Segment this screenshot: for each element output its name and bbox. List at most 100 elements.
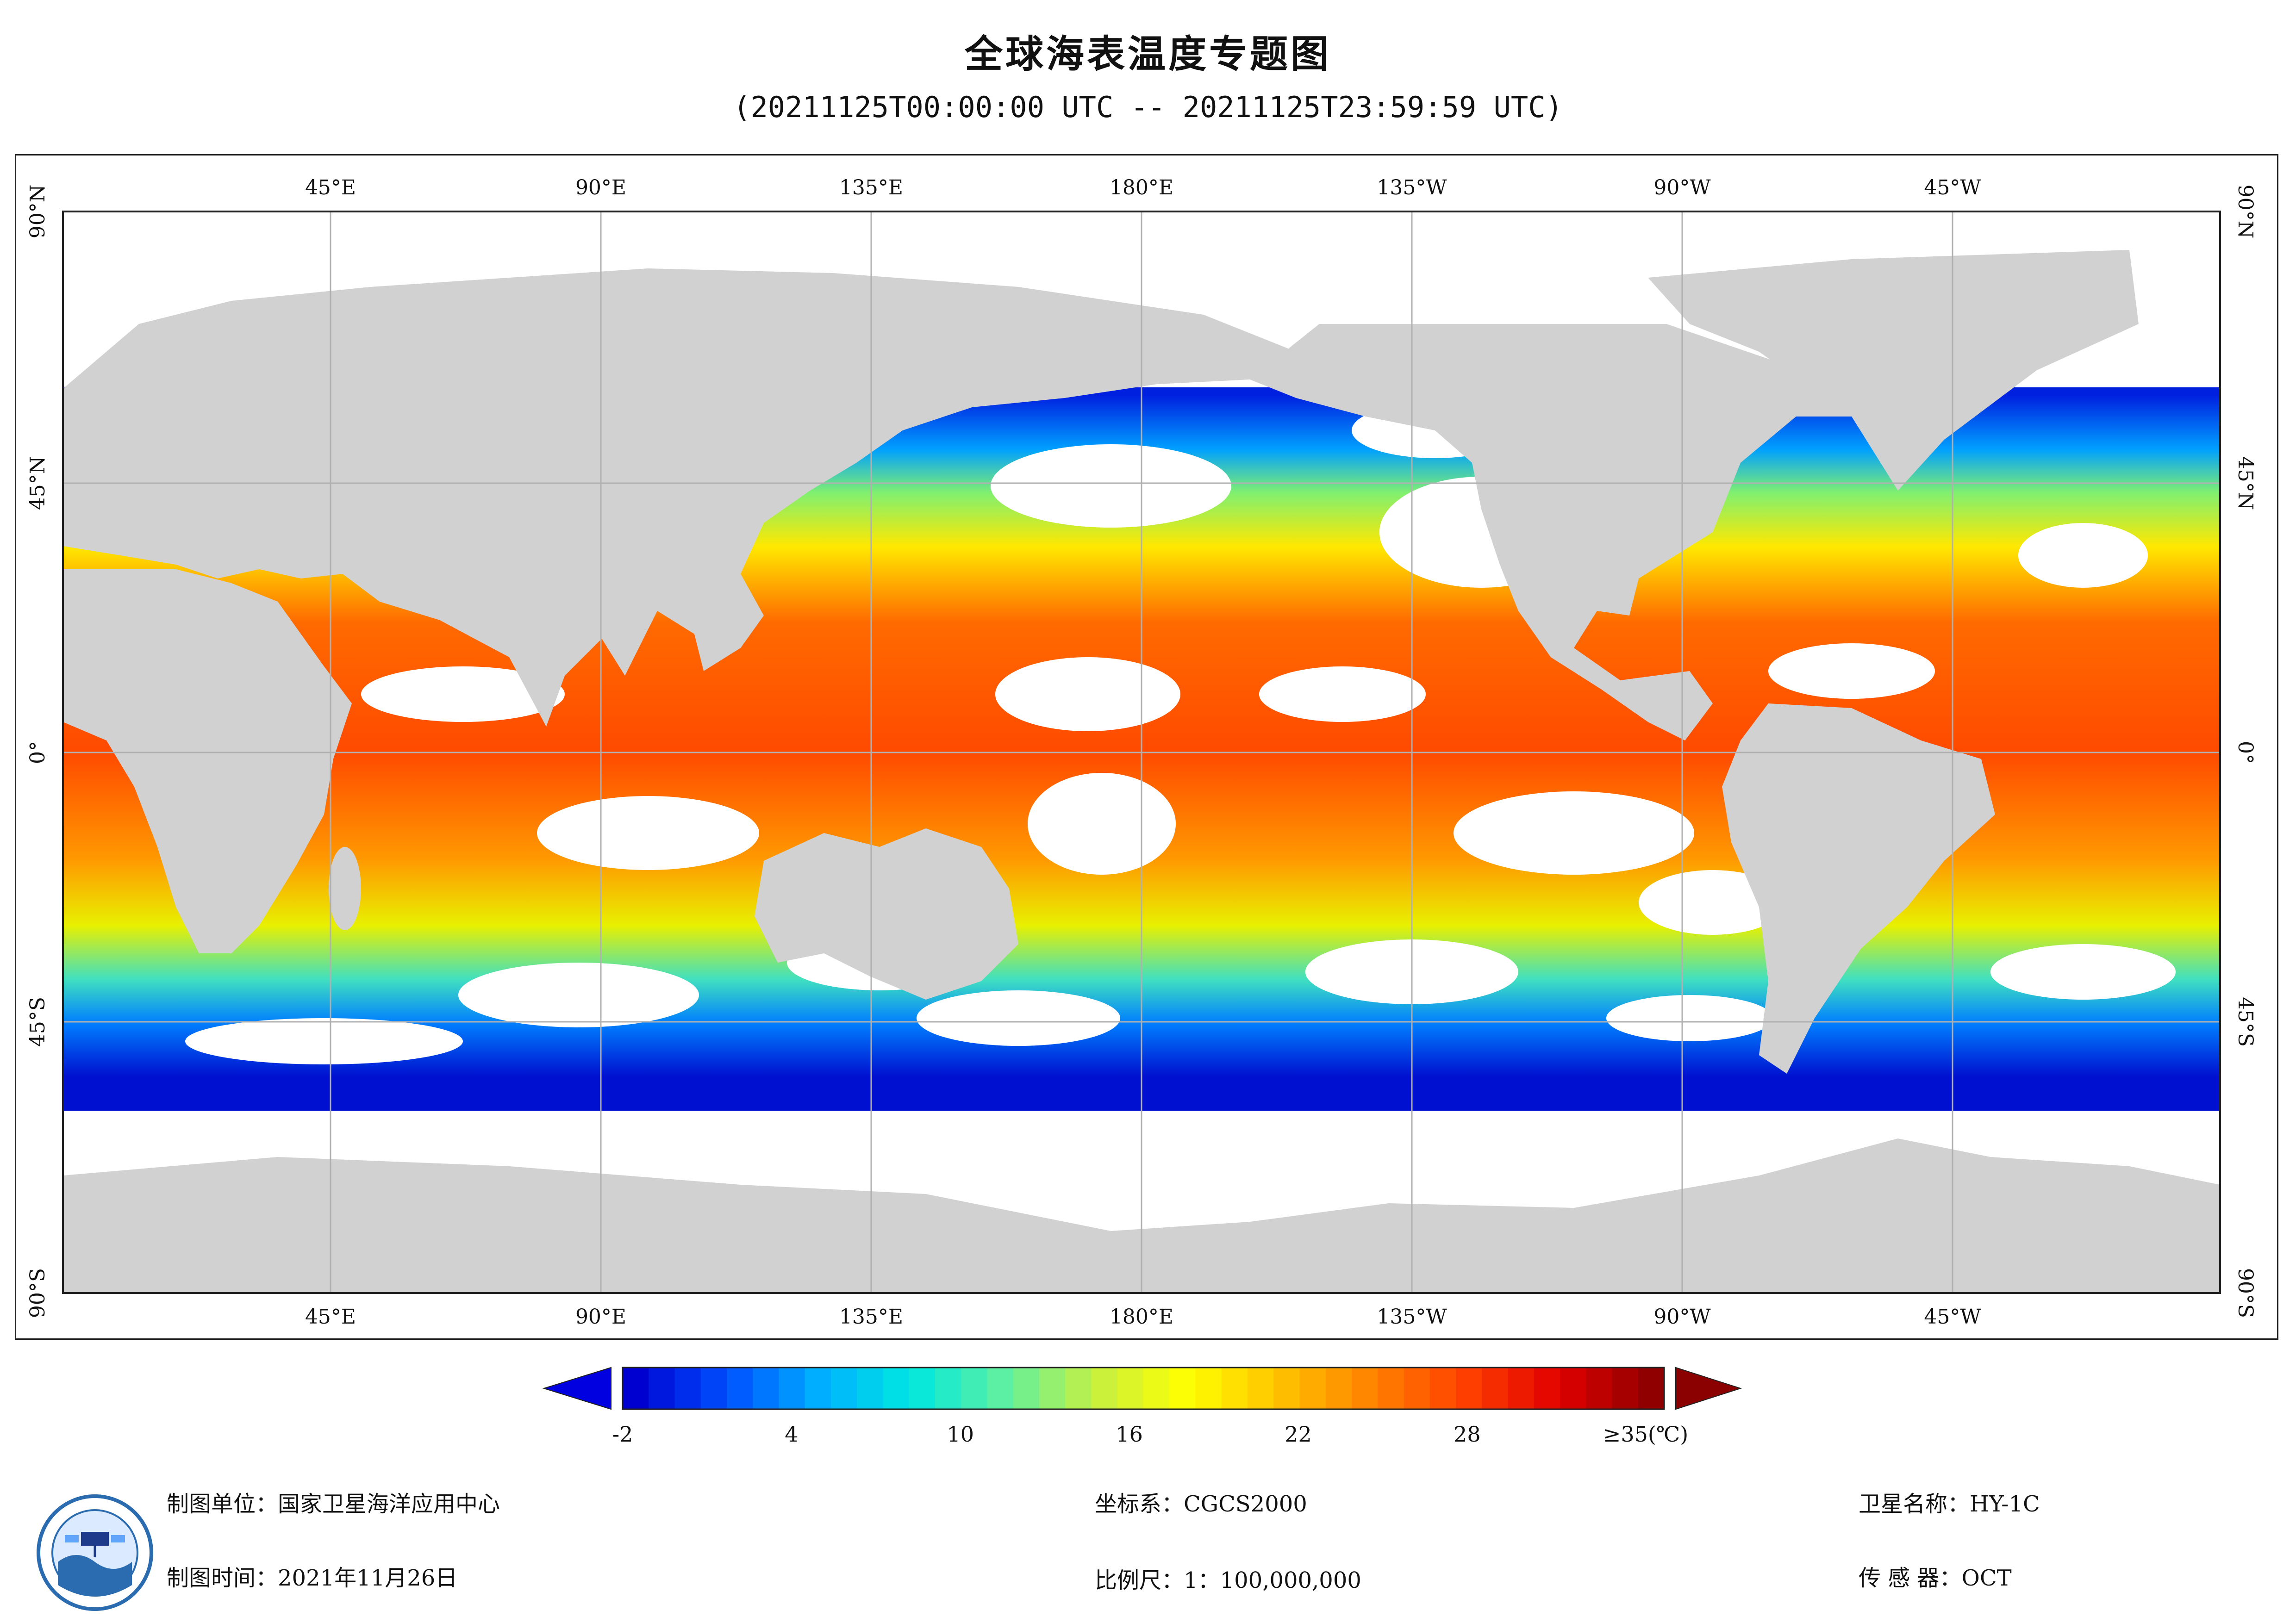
colorbar-swatch bbox=[1273, 1368, 1300, 1409]
colorbar-swatch bbox=[1325, 1368, 1352, 1409]
lat-label: 0° bbox=[2234, 741, 2257, 764]
lat-label: 0° bbox=[26, 741, 50, 764]
north-america bbox=[1250, 324, 1852, 740]
colorbar-swatch bbox=[1534, 1368, 1560, 1409]
lon-label: 90°E bbox=[575, 176, 626, 199]
lat-label: 90°S bbox=[26, 1268, 50, 1318]
map-frame bbox=[15, 154, 2278, 1340]
colorbar-swatch bbox=[1248, 1368, 1274, 1409]
land bbox=[63, 250, 2220, 1293]
colorbar-swatch bbox=[700, 1368, 727, 1409]
colorbar-swatch bbox=[779, 1368, 805, 1409]
greenland bbox=[1648, 250, 2139, 491]
colorbar-swatch bbox=[1221, 1368, 1248, 1409]
colorbar-swatch bbox=[1560, 1368, 1586, 1409]
lat-label: 90°N bbox=[2234, 185, 2257, 239]
colorbar-swatches bbox=[623, 1368, 1665, 1409]
colorbar-over-arrow bbox=[1675, 1367, 1742, 1410]
graticule bbox=[63, 211, 2220, 1293]
colorbar-swatch bbox=[1169, 1368, 1196, 1409]
lon-label: 180°E bbox=[1110, 176, 1173, 199]
colorbar-swatch bbox=[935, 1368, 961, 1409]
australia bbox=[755, 828, 1018, 1000]
colorbar-swatch bbox=[1456, 1368, 1482, 1409]
coordinate-system: 坐标系：CGCS2000 bbox=[1095, 1491, 1307, 1517]
colorbar-swatch bbox=[1482, 1368, 1508, 1409]
lon-label: 135°W bbox=[1377, 1305, 1447, 1329]
antarctica bbox=[63, 1138, 2220, 1293]
colorbar-swatch bbox=[987, 1368, 1014, 1409]
map-producer: 制图单位：国家卫星海洋应用中心 bbox=[167, 1491, 500, 1517]
lat-label: 45°N bbox=[26, 456, 50, 510]
colorbar-tick-label: -2 bbox=[612, 1422, 633, 1447]
colorbar-swatch bbox=[1299, 1368, 1326, 1409]
colorbar-swatch bbox=[805, 1368, 831, 1409]
nsoas-logo-icon bbox=[37, 1494, 153, 1611]
lon-label: 45°W bbox=[1924, 1305, 1981, 1329]
madagascar bbox=[329, 847, 361, 930]
lat-labels-left: 90°N 45°N 0° 45°S 90°S bbox=[26, 185, 50, 1318]
lat-label: 45°S bbox=[26, 997, 50, 1047]
map-content bbox=[63, 211, 2220, 1293]
colorbar-tick-label: 4 bbox=[785, 1422, 798, 1447]
colorbar-swatch bbox=[1508, 1368, 1535, 1409]
lon-label: 180°E bbox=[1110, 1305, 1173, 1329]
colorbar-outline bbox=[622, 1367, 1665, 1410]
colorbar-swatch bbox=[1378, 1368, 1404, 1409]
sensor-name: 传 感 器：OCT bbox=[1859, 1565, 2012, 1591]
map-date: 制图时间：2021年11月26日 bbox=[167, 1565, 458, 1591]
lon-label: 45°E bbox=[305, 1305, 356, 1329]
lat-label: 45°S bbox=[2234, 997, 2257, 1047]
south-america bbox=[1722, 703, 1995, 1074]
lat-label: 90°S bbox=[2234, 1268, 2257, 1318]
lat-labels-right: 90°N 45°N 0° 45°S 90°S bbox=[2234, 185, 2257, 1318]
colorbar-swatch bbox=[1429, 1368, 1456, 1409]
satellite-name: 卫星名称：HY-1C bbox=[1859, 1491, 2040, 1517]
colorbar-swatch bbox=[1404, 1368, 1430, 1409]
colorbar-swatch bbox=[1586, 1368, 1612, 1409]
colorbar: -2 4 10 16 22 28 ≥35(℃) bbox=[542, 1367, 1742, 1447]
colorbar-swatch bbox=[674, 1368, 701, 1409]
lon-label: 90°W bbox=[1653, 176, 1711, 199]
colorbar-swatch bbox=[857, 1368, 883, 1409]
lon-labels-top: 45°E 90°E 135°E 180°E 135°W 90°W 45°W bbox=[305, 176, 1981, 199]
colorbar-swatch bbox=[1065, 1368, 1092, 1409]
colorbar-swatch bbox=[1638, 1368, 1665, 1409]
colorbar-tick-label: 16 bbox=[1116, 1422, 1143, 1447]
colorbar-tick-label: 10 bbox=[947, 1422, 974, 1447]
colorbar-swatch bbox=[1091, 1368, 1118, 1409]
colorbar-swatch bbox=[753, 1368, 779, 1409]
lon-label: 135°E bbox=[839, 1305, 903, 1329]
lon-label: 135°E bbox=[839, 176, 903, 199]
colorbar-swatch bbox=[1143, 1368, 1170, 1409]
colorbar-tick-label: ≥35(℃) bbox=[1603, 1422, 1688, 1447]
lon-label: 135°W bbox=[1377, 176, 1447, 199]
lat-label: 45°N bbox=[2234, 456, 2257, 510]
colorbar-swatch bbox=[1352, 1368, 1378, 1409]
map-title: 全球海表温度专题图 bbox=[964, 32, 1331, 76]
lat-label: 90°N bbox=[26, 185, 50, 239]
colorbar-swatch bbox=[831, 1368, 857, 1409]
lon-label: 90°E bbox=[575, 1305, 626, 1329]
colorbar-ticks: -2 4 10 16 22 28 ≥35(℃) bbox=[612, 1422, 1689, 1447]
eurasia bbox=[63, 268, 1296, 727]
map-border bbox=[62, 211, 2221, 1294]
colorbar-swatch bbox=[1013, 1368, 1040, 1409]
lon-labels-bottom: 45°E 90°E 135°E 180°E 135°W 90°W 45°W bbox=[305, 1305, 1981, 1329]
colorbar-swatch bbox=[649, 1368, 675, 1409]
map-scale: 比例尺：1：100,000,000 bbox=[1095, 1567, 1361, 1593]
colorbar-swatch bbox=[1612, 1368, 1639, 1409]
lon-label: 90°W bbox=[1653, 1305, 1711, 1329]
colorbar-swatch bbox=[1039, 1368, 1066, 1409]
colorbar-under-arrow bbox=[542, 1367, 611, 1410]
lon-label: 45°E bbox=[305, 176, 356, 199]
colorbar-swatch bbox=[727, 1368, 753, 1409]
lon-label: 45°W bbox=[1924, 176, 1981, 199]
africa bbox=[63, 569, 352, 953]
colorbar-tick-label: 28 bbox=[1454, 1422, 1481, 1447]
colorbar-swatch bbox=[961, 1368, 987, 1409]
sea-surface-temperature-map: 45°E 90°E 135°E 180°E 135°W 90°W 45°W 45… bbox=[26, 176, 2257, 1329]
colorbar-tick-label: 22 bbox=[1285, 1422, 1312, 1447]
colorbar-swatch bbox=[1117, 1368, 1144, 1409]
colorbar-swatch bbox=[1195, 1368, 1222, 1409]
